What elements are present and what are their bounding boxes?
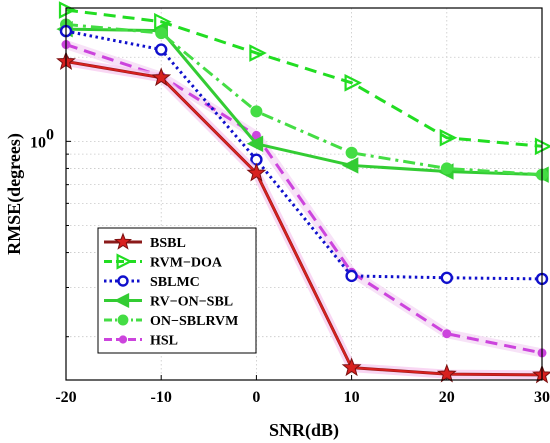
plot-series [56, 1, 550, 384]
marker-triangle-right [439, 128, 458, 147]
x-tick-label: 30 [534, 389, 550, 406]
marker-star [246, 162, 267, 182]
x-tick-label: 20 [439, 389, 455, 406]
legend-entry: ON−SBLRVM [104, 314, 238, 329]
marker-circle [440, 271, 453, 284]
marker-triangle-left [114, 292, 130, 309]
marker-circle-filled [345, 146, 358, 159]
legend-entry: BSBL [104, 232, 186, 251]
series-line [65, 22, 543, 177]
y-tick-label: 10 [30, 134, 46, 151]
marker-circle [117, 275, 129, 287]
legend-label: ON−SBLRVM [150, 314, 238, 329]
marker-circle-filled [440, 162, 453, 175]
marker-circle-filled [117, 314, 129, 326]
x-tick-label: -20 [55, 389, 76, 406]
marker-triangle-right [154, 12, 172, 31]
marker-circle [154, 43, 168, 56]
series-line [65, 27, 543, 177]
series-0 [56, 51, 550, 384]
legend-label: RV−ON−SBL [150, 295, 233, 310]
marker-triangle-right [116, 253, 133, 270]
series-line-core [65, 60, 543, 376]
marker-triangle-right [249, 44, 267, 62]
legend-label: SBLMC [150, 275, 200, 290]
marker-star [151, 67, 172, 87]
legend-entry: SBLMC [104, 275, 200, 290]
marker-star [113, 232, 133, 250]
series-line [65, 8, 543, 148]
marker-triangle-left [341, 157, 359, 174]
marker-star [436, 363, 457, 383]
marker-circle-filled [250, 105, 263, 118]
marker-triangle-right [344, 74, 363, 92]
legend-entry: RVM−DOA [104, 253, 223, 271]
series-3 [56, 20, 549, 183]
legend-label: BSBL [150, 236, 186, 251]
x-axis-ticks: -20 -10 0 10 20 30 [55, 375, 550, 406]
legend-entry: HSL [104, 334, 178, 349]
marker-circle [345, 269, 358, 283]
marker-triangle-right [58, 1, 77, 19]
y-tick-exponent: 0 [46, 126, 54, 143]
marker-star [341, 357, 362, 377]
x-tick-label: 10 [344, 389, 360, 406]
marker-triangle-left [246, 135, 264, 153]
legend: BSBL RVM−DOA SBLMC RV−ON−SBL ON−SBLRVM HSL [97, 227, 257, 354]
legend-label: RVM−DOA [150, 256, 223, 271]
marker-triangle-right [534, 137, 550, 156]
marker-circle-filled [155, 27, 168, 40]
series-1 [58, 1, 550, 156]
marker-dot [118, 335, 128, 344]
x-tick-label: -10 [151, 389, 172, 406]
x-tick-label: 0 [252, 389, 260, 406]
plot-frame [65, 7, 543, 381]
marker-dot [442, 329, 452, 339]
legend-label: HSL [150, 334, 178, 349]
legend-box [97, 227, 257, 354]
legend-entry: RV−ON−SBL [104, 292, 233, 310]
x-axis-label: SNR(dB) [269, 420, 339, 441]
y-axis-label: RMSE(degrees) [4, 133, 25, 255]
